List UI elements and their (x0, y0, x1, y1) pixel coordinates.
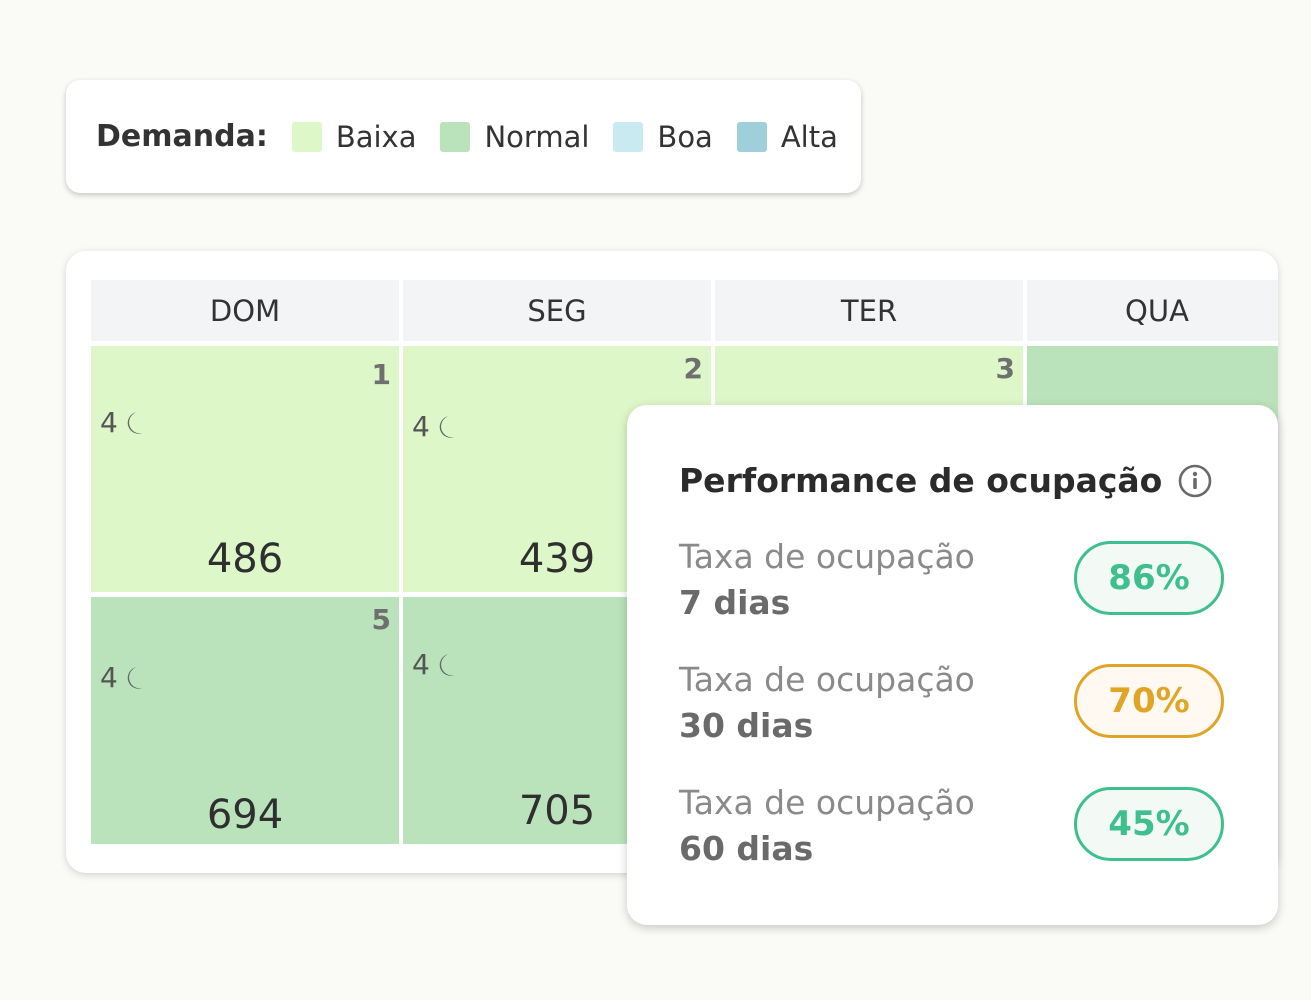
occupancy-period: 60 dias (679, 829, 814, 868)
legend-title: Demanda: (96, 119, 268, 154)
legend-swatch-boa (613, 121, 644, 152)
cell-value: 439 (518, 536, 596, 582)
performance-title: Performance de ocupação (679, 461, 1163, 500)
cell-nights-count: 4 (100, 406, 118, 439)
moon-icon (439, 653, 455, 676)
performance-title-row: Performance de ocupação (679, 461, 1212, 500)
cell-nights-count: 4 (412, 648, 430, 681)
cell-nights: 4 (100, 661, 144, 694)
moon-icon (439, 415, 455, 438)
calendar-day-cell[interactable]: 1 4 486 (91, 346, 399, 592)
occupancy-rate-badge: 70% (1074, 664, 1224, 738)
cell-day-number: 2 (683, 352, 703, 385)
cell-day-number: 3 (995, 352, 1015, 385)
cell-value: 694 (206, 792, 284, 838)
demand-legend: Demanda: Baixa Normal Boa Alta (66, 80, 861, 193)
cell-nights: 4 (412, 648, 456, 681)
day-header-qua: QUA (1027, 280, 1278, 341)
cell-nights: 4 (100, 406, 144, 439)
occupancy-period: 30 dias (679, 706, 814, 745)
legend-item-boa: Boa (613, 119, 713, 154)
occupancy-performance-card: Performance de ocupação Taxa de ocupação… (627, 405, 1278, 925)
legend-label-normal: Normal (484, 119, 590, 154)
occupancy-period: 7 dias (679, 583, 791, 622)
legend-label-boa: Boa (657, 119, 713, 154)
occupancy-rate-badge: 86% (1074, 541, 1224, 615)
legend-swatch-baixa (291, 121, 322, 152)
legend-swatch-alta (736, 121, 767, 152)
cell-nights-count: 4 (100, 661, 118, 694)
occupancy-row-30-days: Taxa de ocupação 30 dias 70% (679, 658, 1224, 758)
moon-icon (127, 666, 143, 689)
occupancy-label: Taxa de ocupação (679, 537, 975, 576)
calendar-day-cell[interactable]: 5 4 694 (91, 597, 399, 844)
cell-nights-count: 4 (412, 410, 430, 443)
occupancy-row-7-days: Taxa de ocupação 7 dias 86% (679, 535, 1224, 635)
occupancy-row-60-days: Taxa de ocupação 60 dias 45% (679, 781, 1224, 881)
legend-swatch-normal (440, 121, 471, 152)
cell-day-number: 5 (371, 603, 391, 636)
day-header-dom: DOM (91, 280, 399, 341)
day-header-ter: TER (715, 280, 1023, 341)
cell-value: 486 (206, 536, 284, 582)
cell-nights: 4 (412, 410, 456, 443)
occupancy-label: Taxa de ocupação (679, 660, 975, 699)
info-icon[interactable] (1178, 464, 1212, 498)
cell-value: 705 (518, 788, 596, 834)
occupancy-label: Taxa de ocupação (679, 783, 975, 822)
legend-label-baixa: Baixa (335, 119, 417, 154)
day-header-seg: SEG (403, 280, 711, 341)
moon-icon (127, 411, 143, 434)
legend-item-normal: Normal (440, 120, 589, 154)
legend-item-baixa: Baixa (291, 119, 417, 154)
legend-item-alta: Alta (736, 119, 838, 154)
cell-day-number: 1 (371, 358, 391, 391)
legend-label-alta: Alta (780, 119, 838, 154)
occupancy-rate-badge: 45% (1074, 787, 1224, 861)
